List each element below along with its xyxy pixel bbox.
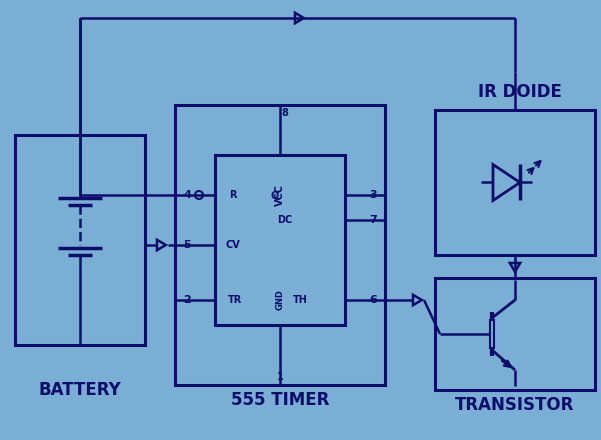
Text: IR DOIDE: IR DOIDE (478, 83, 562, 101)
Text: R: R (229, 190, 237, 200)
Text: TH: TH (293, 295, 308, 305)
Text: 8: 8 (281, 108, 288, 118)
Text: VCC: VCC (275, 184, 285, 206)
Bar (435, 278, 595, 390)
Text: BATTERY: BATTERY (38, 381, 121, 399)
Text: 5: 5 (183, 240, 191, 250)
Text: GND: GND (275, 290, 284, 311)
Text: TRANSISTOR: TRANSISTOR (456, 396, 575, 414)
Text: CV: CV (225, 240, 240, 250)
Bar (15, 135, 145, 345)
Text: 4: 4 (183, 190, 191, 200)
Text: 7: 7 (369, 215, 377, 225)
Text: 1: 1 (276, 372, 284, 382)
Text: 3: 3 (369, 190, 377, 200)
Bar (490, 320, 494, 348)
Text: TR: TR (228, 295, 242, 305)
Text: DC: DC (278, 215, 293, 225)
Text: 6: 6 (369, 295, 377, 305)
Text: Q: Q (271, 190, 279, 200)
Bar (435, 110, 595, 255)
Text: 2: 2 (183, 295, 191, 305)
Text: 555 TIMER: 555 TIMER (231, 391, 329, 409)
Bar (175, 105, 385, 385)
Bar (215, 155, 345, 325)
